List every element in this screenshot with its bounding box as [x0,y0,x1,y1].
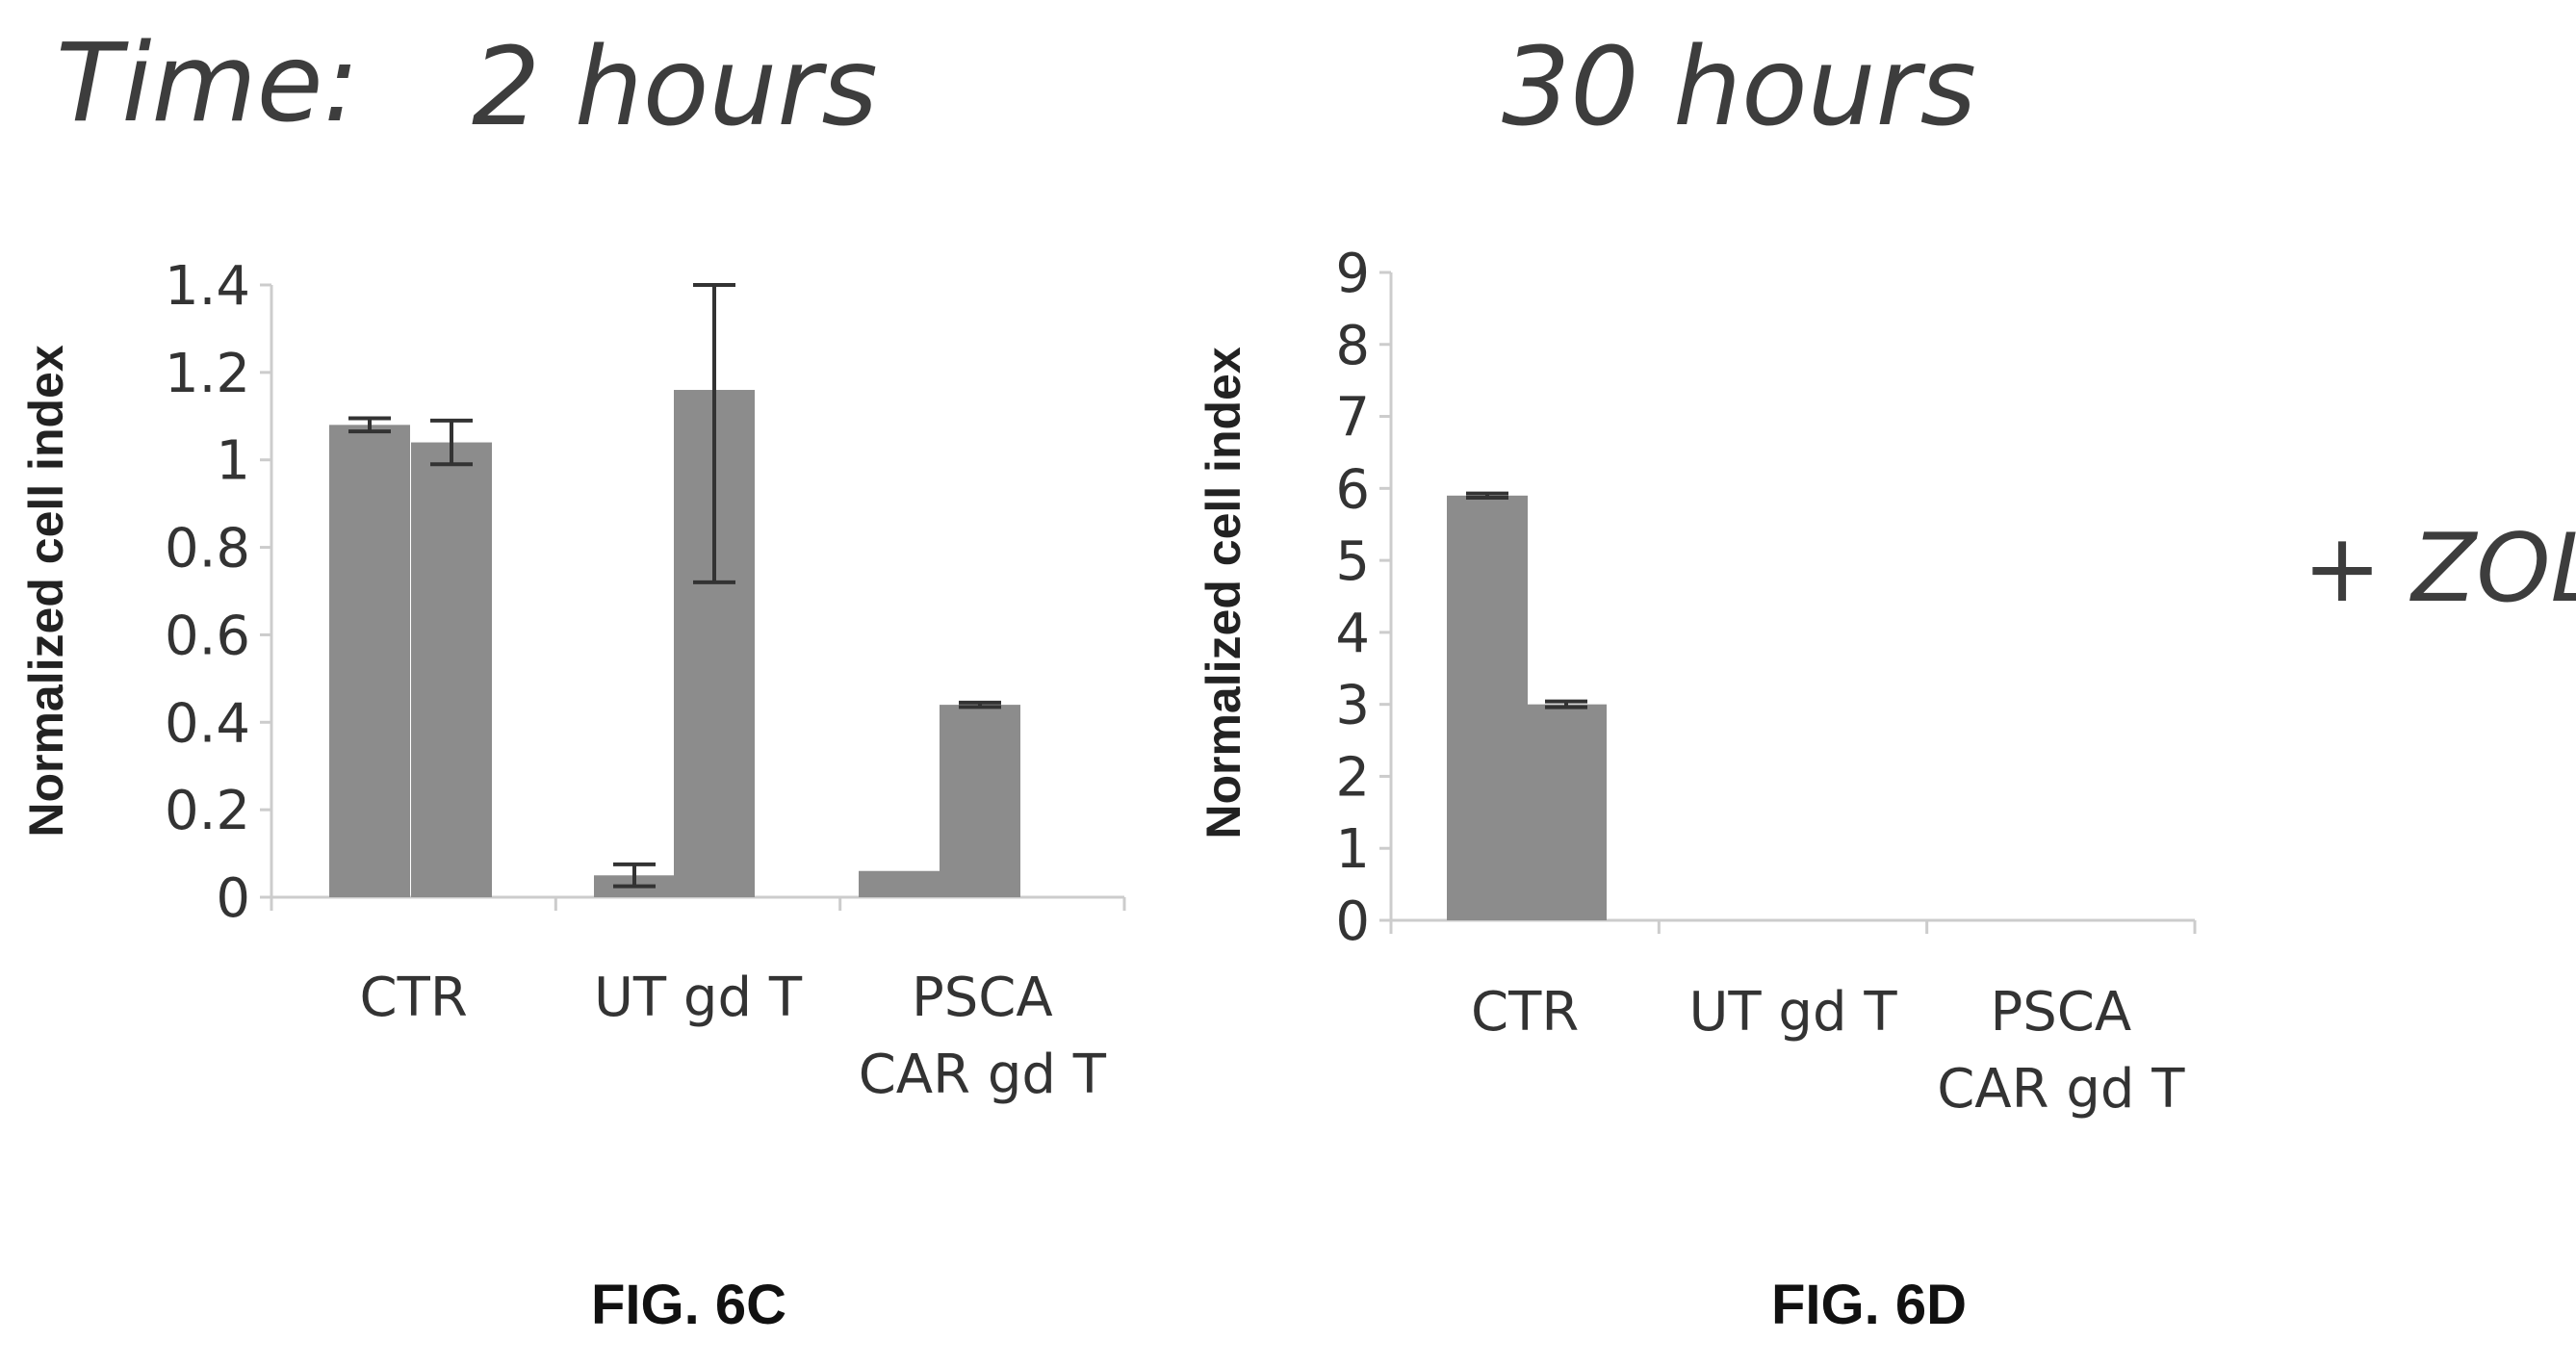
y-tick-label: 0.4 [165,692,250,755]
y-tick-label: 0 [216,867,250,930]
bar-0-series0-cat0 [329,425,410,897]
time-label: Time: [56,21,360,146]
y-tick-label: 0.2 [165,780,250,842]
category-label: UT gd T [1688,981,1897,1044]
y-tick-label: 4 [1335,603,1370,665]
y-tick-label: 7 [1335,387,1370,450]
y-tick-label: 3 [1335,675,1370,737]
y-tick-label: 1 [1335,818,1370,881]
category-label: CAR gd T [1937,1058,2185,1121]
zol-annotation: + ZOL [2303,514,2576,624]
category-label: CTR [1471,981,1579,1044]
category-label: CAR gd T [859,1044,1107,1106]
y-tick-label: 1.2 [165,343,250,405]
y-tick-label: 9 [1335,243,1370,305]
figure-6d-label: FIG. 6D [1771,1274,1968,1336]
y-tick-label: 1.4 [165,255,250,318]
y-tick-label: 2 [1335,746,1370,809]
y-tick-label: 0.8 [165,518,250,580]
y-tick-label: 0.6 [165,605,250,667]
bar-0-series0-cat2 [859,870,940,897]
category-label: PSCA [1990,981,2131,1044]
y-tick-label: 8 [1335,315,1370,377]
y-axis-label: Normalized cell index [19,345,73,837]
figure-6c-label: FIG. 6C [591,1274,787,1336]
y-tick-label: 0 [1335,890,1370,953]
category-label: PSCA [912,967,1053,1029]
bar-1-series1-cat0 [1526,704,1607,920]
y-tick-label: 5 [1335,530,1370,593]
y-tick-label: 1 [216,430,250,493]
left-time-label: 2 hours [472,25,878,150]
bar-0-series1-cat2 [940,705,1020,897]
y-tick-label: 6 [1335,458,1370,521]
category-label: UT gd T [594,967,803,1029]
right-time-label: 30 hours [1502,25,1977,150]
bar-1-series0-cat0 [1447,495,1528,920]
bar-0-series1-cat0 [411,442,492,897]
category-label: CTR [360,967,468,1029]
y-axis-label: Normalized cell index [1197,347,1250,838]
